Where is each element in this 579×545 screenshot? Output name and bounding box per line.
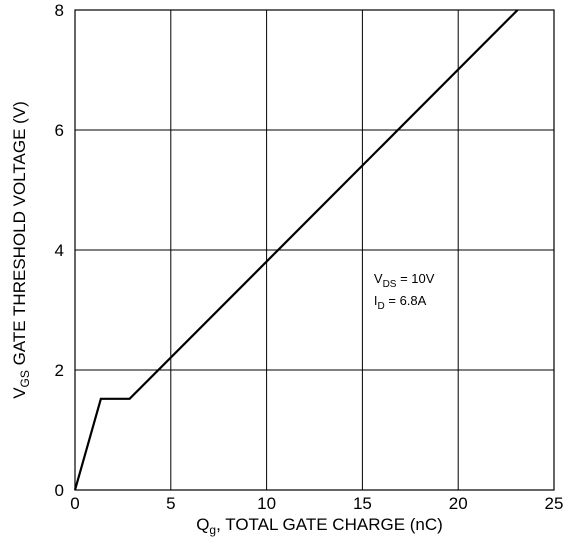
x-tick-label: 20 xyxy=(449,494,468,513)
x-tick-label: 10 xyxy=(257,494,276,513)
grid-lines xyxy=(75,10,554,490)
y-tick-label: 4 xyxy=(55,241,64,260)
x-tick-label: 15 xyxy=(353,494,372,513)
condition-annotation: VDS = 10V xyxy=(374,271,435,290)
y-axis-title: VGS GATE THRESHOLD VOLTAGE (V) xyxy=(10,101,32,399)
x-tick-label: 5 xyxy=(166,494,175,513)
y-tick-label: 2 xyxy=(55,361,64,380)
series-layer xyxy=(73,9,519,491)
plot-frame xyxy=(74,9,555,491)
y-tick-label: 0 xyxy=(55,481,64,500)
gate-charge-curve xyxy=(73,9,519,491)
annotations: VDS = 10V ID = 6.8A xyxy=(374,271,435,312)
x-tick-label: 0 xyxy=(70,494,79,513)
tick-labels: 0 5 10 15 20 25 0 2 4 6 8 xyxy=(55,1,564,513)
y-tick-label: 8 xyxy=(55,1,64,20)
y-tick-label: 6 xyxy=(55,121,64,140)
condition-annotation: ID = 6.8A xyxy=(374,293,427,312)
x-axis-title: Qg, TOTAL GATE CHARGE (nC) xyxy=(196,515,443,537)
x-tick-label: 25 xyxy=(545,494,564,513)
